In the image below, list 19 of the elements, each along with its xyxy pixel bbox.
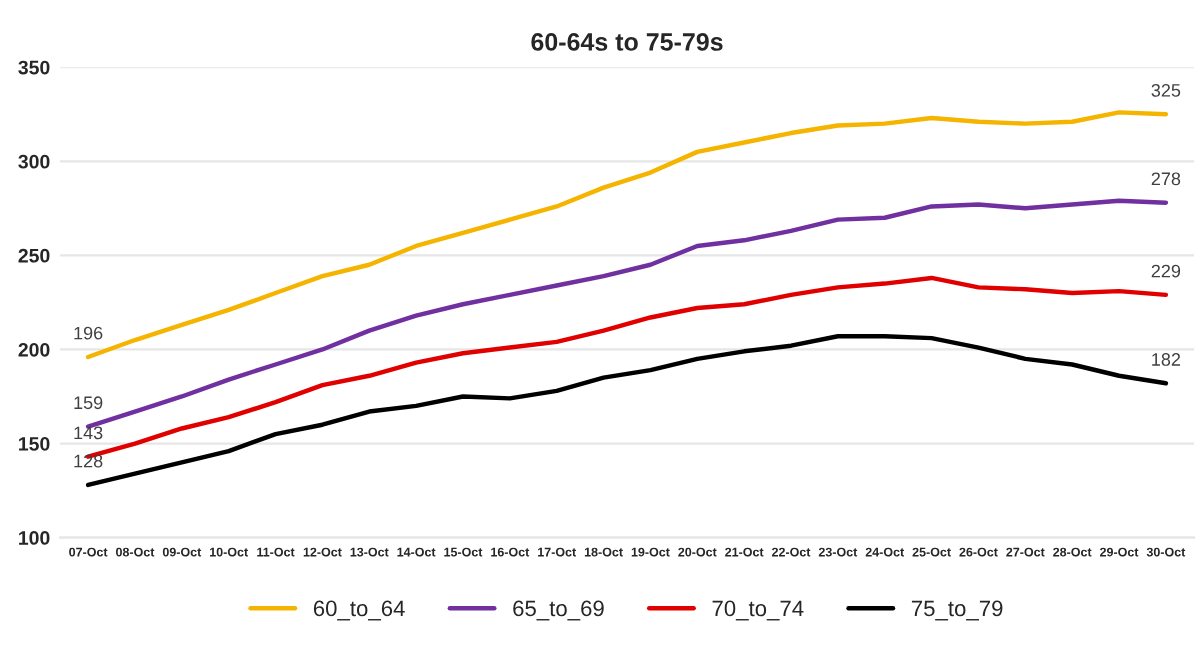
chart-title: 60-64s to 75-79s (531, 33, 723, 51)
data-label: 159 (74, 396, 103, 410)
y-tick-label: 150 (19, 436, 50, 451)
data-label: 143 (74, 426, 103, 440)
data-label: 128 (74, 454, 103, 468)
y-tick-label: 200 (18, 342, 50, 357)
legend-label: 75_to_79 (911, 600, 1003, 621)
y-tick-label: 350 (18, 60, 50, 75)
data-label: 325 (1151, 84, 1181, 97)
y-tick-label: 250 (18, 248, 50, 263)
data-label: 229 (1151, 264, 1181, 278)
legend-label: 60_to_64 (313, 600, 405, 621)
data-label: 278 (1151, 172, 1181, 186)
legend-label: 70_to_74 (712, 600, 804, 621)
data-label: 182 (1152, 353, 1181, 366)
y-tick-label: 300 (18, 154, 50, 169)
legend-label: 65_to_69 (513, 600, 604, 621)
data-label: 196 (74, 326, 103, 340)
y-tick-label: 100 (19, 531, 50, 545)
